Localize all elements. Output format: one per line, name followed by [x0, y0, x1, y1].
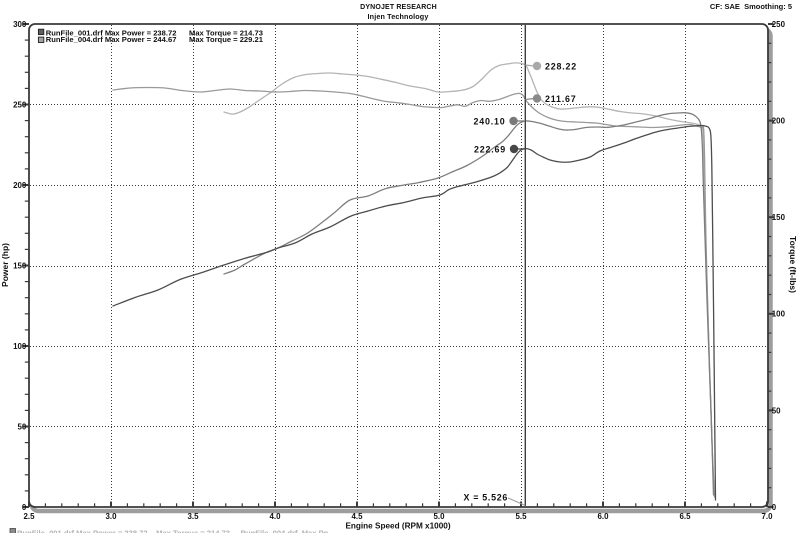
svg-text:Injen Technology: Injen Technology — [368, 12, 429, 21]
svg-text:300: 300 — [13, 20, 27, 29]
svg-text:150: 150 — [13, 261, 27, 270]
svg-text:DYNOJET RESEARCH: DYNOJET RESEARCH — [360, 4, 437, 11]
svg-text:250: 250 — [13, 100, 27, 109]
svg-text:RunFile_001.drf Max Power = 23: RunFile_001.drf Max Power = 238.72 Max T… — [17, 529, 329, 534]
svg-text:211.67: 211.67 — [545, 94, 576, 104]
svg-text:CF: SAE Smoothing: 5: CF: SAE Smoothing: 5 — [710, 2, 792, 11]
svg-text:Max Torque = 229.21: Max Torque = 229.21 — [189, 35, 264, 44]
svg-text:0: 0 — [22, 503, 27, 512]
svg-text:3.0: 3.0 — [106, 512, 118, 521]
svg-text:200: 200 — [772, 117, 786, 126]
svg-text:RunFile_001.drf Max Power = 23: RunFile_001.drf Max Power = 238.72 — [46, 28, 177, 37]
svg-text:222.69: 222.69 — [474, 144, 506, 154]
svg-text:50: 50 — [772, 406, 781, 415]
svg-text:240.10: 240.10 — [474, 116, 506, 126]
svg-text:50: 50 — [18, 422, 27, 431]
svg-text:Torque (ft-lbs): Torque (ft-lbs) — [788, 236, 798, 293]
svg-text:5.5: 5.5 — [516, 512, 528, 521]
svg-text:4.0: 4.0 — [270, 512, 282, 521]
svg-text:Max Torque = 214.73: Max Torque = 214.73 — [189, 28, 263, 37]
svg-text:Power (hp): Power (hp) — [0, 243, 10, 287]
svg-text:3.5: 3.5 — [188, 512, 200, 521]
svg-text:250: 250 — [772, 20, 786, 29]
svg-text:228.22: 228.22 — [545, 61, 577, 71]
svg-text:5.0: 5.0 — [434, 512, 446, 521]
svg-text:4.5: 4.5 — [352, 512, 364, 521]
svg-text:6.5: 6.5 — [680, 512, 692, 521]
svg-text:100: 100 — [13, 342, 27, 351]
svg-text:Engine Speed (RPM x1000): Engine Speed (RPM x1000) — [345, 521, 450, 530]
svg-text:0: 0 — [772, 503, 777, 512]
svg-text:100: 100 — [772, 310, 786, 319]
svg-text:RunFile_004.drf Max Power = 24: RunFile_004.drf Max Power = 244.67 — [46, 35, 177, 44]
svg-text:7.0: 7.0 — [762, 512, 774, 521]
svg-text:200: 200 — [13, 181, 27, 190]
svg-text:X = 5.526: X = 5.526 — [463, 492, 508, 502]
svg-text:2.5: 2.5 — [24, 512, 36, 521]
svg-text:150: 150 — [772, 213, 786, 222]
svg-text:6.0: 6.0 — [598, 512, 610, 521]
